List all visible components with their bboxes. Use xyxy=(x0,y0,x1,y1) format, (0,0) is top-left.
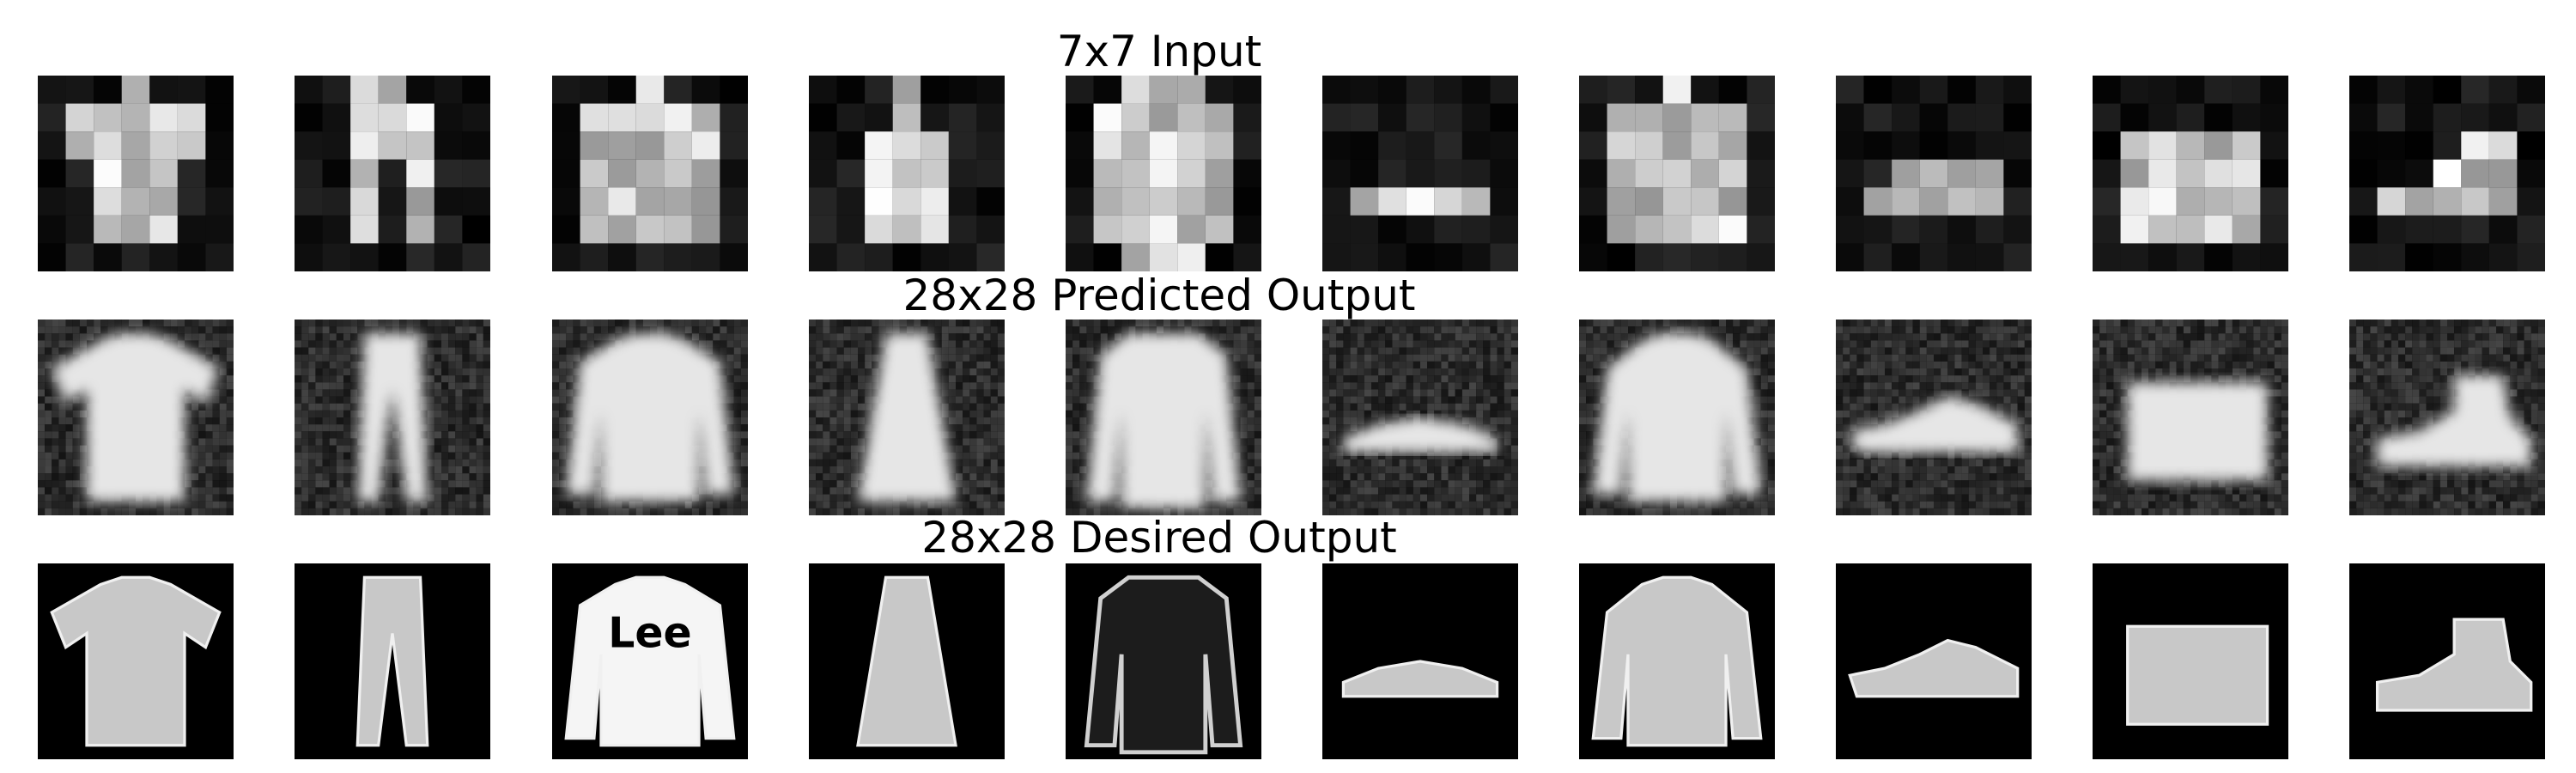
logo-text: Lee xyxy=(608,609,691,658)
predicted-tile-ankle-boot xyxy=(2349,320,2545,515)
sneaker-image xyxy=(1836,76,2032,271)
predicted-tile-bag xyxy=(2093,320,2288,515)
trousers-image xyxy=(295,563,490,759)
desired-row: Lee xyxy=(0,563,2576,759)
desired-tile-sneaker xyxy=(1836,563,2032,759)
input-tile-shirt xyxy=(1579,76,1775,271)
input-tile-pullover xyxy=(552,76,748,271)
predicted-tile-pullover xyxy=(552,320,748,515)
input-tile-sneaker xyxy=(1836,76,2032,271)
desired-tile-sandal xyxy=(1322,563,1518,759)
trousers-image xyxy=(295,320,490,515)
dress-image xyxy=(809,563,1005,759)
sneaker-image xyxy=(1836,563,2032,759)
row-title-desired: 28x28 Desired Output xyxy=(921,513,1397,563)
input-tile-trousers xyxy=(295,76,490,271)
input-tile-ankle-boot xyxy=(2349,76,2545,271)
dress-image xyxy=(809,76,1005,271)
shirt-image xyxy=(1579,563,1775,759)
bag-image xyxy=(2093,76,2288,271)
desired-tile-dress xyxy=(809,563,1005,759)
desired-tile-coat xyxy=(1066,563,1261,759)
input-tile-dress xyxy=(809,76,1005,271)
coat-image xyxy=(1066,320,1261,515)
coat-image xyxy=(1066,76,1261,271)
desired-tile-trousers xyxy=(295,563,490,759)
predicted-tile-sneaker xyxy=(1836,320,2032,515)
trousers-image xyxy=(295,76,490,271)
sandal-image xyxy=(1322,320,1518,515)
desired-tile-t-shirt xyxy=(38,563,234,759)
shirt-image xyxy=(1579,320,1775,515)
pullover-image: Lee xyxy=(552,563,748,759)
predicted-tile-trousers xyxy=(295,320,490,515)
desired-tile-pullover: Lee xyxy=(552,563,748,759)
coat-image xyxy=(1066,563,1261,759)
pullover-image xyxy=(552,76,748,271)
desired-tile-shirt xyxy=(1579,563,1775,759)
input-tile-coat xyxy=(1066,76,1261,271)
bag-image xyxy=(2093,320,2288,515)
predicted-tile-coat xyxy=(1066,320,1261,515)
desired-tile-bag xyxy=(2093,563,2288,759)
row-title-input: 7x7 Input xyxy=(1056,27,1262,76)
predicted-tile-dress xyxy=(809,320,1005,515)
t-shirt-image xyxy=(38,320,234,515)
input-tile-bag xyxy=(2093,76,2288,271)
row-title-predicted: 28x28 Predicted Output xyxy=(902,271,1416,320)
ankle-boot-image xyxy=(2349,563,2545,759)
dress-image xyxy=(809,320,1005,515)
predicted-tile-t-shirt xyxy=(38,320,234,515)
sandal-image xyxy=(1322,563,1518,759)
t-shirt-image xyxy=(38,563,234,759)
input-row xyxy=(0,76,2576,271)
t-shirt-image xyxy=(38,76,234,271)
input-tile-sandal xyxy=(1322,76,1518,271)
ankle-boot-image xyxy=(2349,76,2545,271)
sandal-image xyxy=(1322,76,1518,271)
predicted-tile-shirt xyxy=(1579,320,1775,515)
predicted-tile-sandal xyxy=(1322,320,1518,515)
ankle-boot-image xyxy=(2349,320,2545,515)
shirt-image xyxy=(1579,76,1775,271)
sneaker-image xyxy=(1836,320,2032,515)
input-tile-t-shirt xyxy=(38,76,234,271)
bag-image xyxy=(2093,563,2288,759)
desired-tile-ankle-boot xyxy=(2349,563,2545,759)
predicted-row xyxy=(0,320,2576,515)
pullover-image xyxy=(552,320,748,515)
